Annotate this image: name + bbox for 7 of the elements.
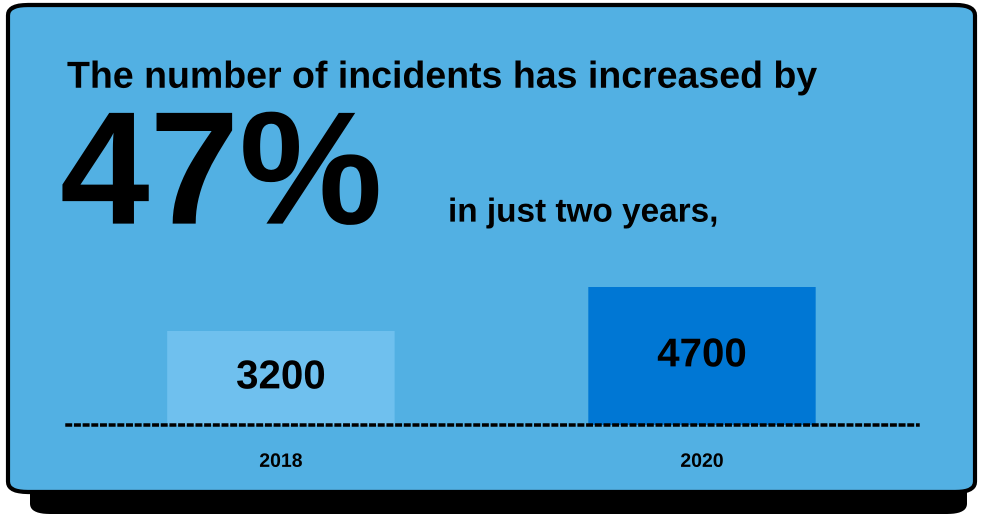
- x-tick-label: 2020: [681, 453, 723, 468]
- data-label: 4700: [658, 338, 746, 367]
- text: 47%: [62, 112, 378, 225]
- text: in just two years,: [450, 197, 716, 229]
- chart-title: The number of incidents has increased by: [67, 60, 817, 96]
- data-label: 3200: [237, 360, 324, 389]
- x-tick-label: 2018: [260, 453, 302, 468]
